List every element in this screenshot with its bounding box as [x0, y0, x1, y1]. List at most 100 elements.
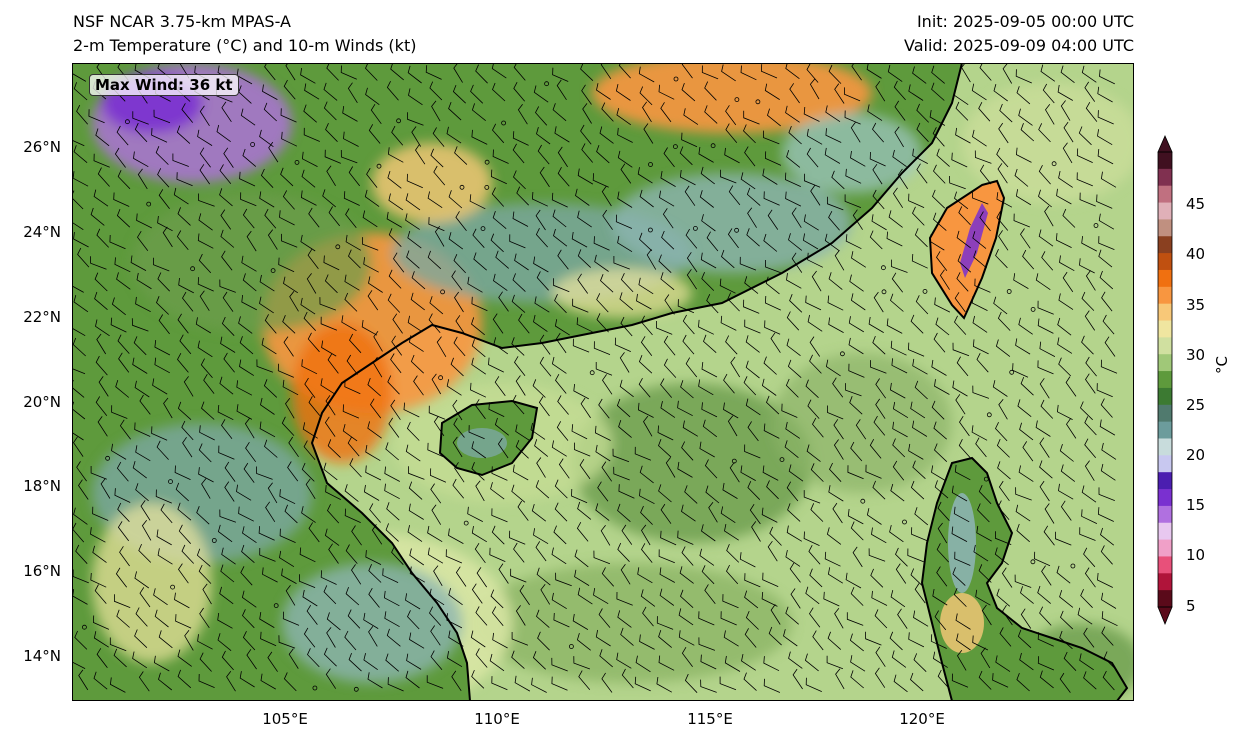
wind-barb [620, 316, 633, 337]
wind-barb [677, 530, 694, 545]
wind-barb [701, 402, 718, 418]
wind-barb [827, 567, 844, 584]
wind-barb [348, 249, 361, 269]
wind-barb [196, 506, 210, 525]
wind-barb [347, 436, 360, 457]
wind-barb [557, 395, 569, 415]
wind-barb [951, 485, 968, 502]
wind-barb [475, 606, 488, 626]
wind-barb [618, 419, 632, 438]
wind-barb [430, 148, 444, 168]
wind-barb [680, 380, 694, 399]
wind-barb [280, 108, 297, 123]
wind-barb [804, 653, 819, 672]
wind-barb [428, 313, 441, 333]
wind-barb [593, 341, 611, 355]
wind-barb [727, 415, 738, 437]
wind-barb [387, 170, 402, 189]
wind-barb [663, 147, 675, 168]
wind-barb [951, 152, 968, 168]
wind-barb [410, 354, 424, 374]
wind-barb [469, 194, 486, 210]
wind-barb [743, 376, 757, 396]
wind-barb [246, 649, 257, 670]
wind-barb [537, 631, 550, 651]
wind-barb [519, 584, 530, 606]
wind-barb [744, 444, 761, 459]
wind-barb [303, 311, 316, 331]
wind-barb [698, 379, 714, 396]
wind-barb [301, 359, 318, 375]
wind-barb [119, 419, 131, 440]
wind-barb [895, 563, 907, 584]
wind-barb [92, 615, 110, 630]
wind-barb [177, 353, 189, 373]
wind-barb [278, 257, 295, 273]
wind-barb [158, 672, 173, 691]
wind-barb [1035, 273, 1051, 291]
wind-barb [679, 566, 694, 584]
wind-barb [434, 226, 445, 247]
wind-barb [698, 637, 716, 651]
wind-barb [1097, 110, 1114, 125]
wind-barb [1062, 271, 1074, 293]
wind-barb [685, 228, 698, 249]
wind-barb [639, 86, 653, 106]
wind-barb [765, 276, 780, 295]
wind-barb [886, 231, 903, 247]
wind-barb [551, 657, 568, 672]
wind-barb [73, 145, 88, 164]
wind-barb [199, 105, 210, 127]
lon-tick-110: 110°E [474, 710, 520, 728]
wind-barb [133, 336, 147, 356]
wind-barb [704, 105, 718, 124]
wind-barb [658, 254, 672, 273]
wind-barb [174, 465, 191, 480]
wind-barb [637, 167, 653, 184]
wind-barb [452, 436, 463, 458]
wind-barb [660, 503, 672, 524]
wind-barb [744, 146, 756, 167]
wind-barb [242, 208, 255, 229]
wind-barb [828, 272, 843, 290]
wind-barb [740, 65, 757, 81]
wind-barb [892, 421, 908, 438]
wind-barb [662, 208, 674, 229]
calm-wind-marker [484, 159, 490, 165]
wind-barb [643, 415, 653, 437]
wind-barb [388, 228, 402, 247]
wind-barb [1100, 463, 1116, 481]
wind-barb [427, 442, 444, 458]
wind-barb [305, 478, 316, 500]
wind-barb [762, 465, 779, 481]
wind-barb [531, 191, 548, 207]
wind-barb [872, 163, 883, 185]
wind-barb [934, 443, 948, 462]
wind-barb [805, 677, 822, 692]
wind-barb [306, 604, 318, 625]
wind-barb [415, 144, 426, 165]
wind-barb [172, 153, 189, 167]
wind-barb [700, 166, 715, 185]
wind-barb [1037, 318, 1054, 334]
wind-barb [954, 191, 969, 210]
wind-barb [809, 336, 821, 357]
wind-barb [430, 650, 443, 670]
wind-barb [908, 443, 924, 460]
wind-barb [490, 233, 504, 253]
wind-barb [722, 594, 739, 609]
wind-barb [601, 672, 613, 693]
wind-barb [1101, 291, 1113, 312]
wind-barb [176, 125, 191, 144]
wind-barb [571, 488, 588, 504]
wind-barb [491, 676, 508, 691]
wind-barb [407, 65, 422, 84]
wind-barb [916, 103, 929, 123]
wind-barb [244, 417, 255, 439]
wind-barb [175, 482, 189, 502]
wind-barb [132, 651, 148, 669]
wind-barb [156, 440, 169, 460]
cbar-tick-30: 30 [1186, 346, 1206, 364]
wind-barb [807, 399, 820, 419]
wind-barb [848, 363, 865, 378]
